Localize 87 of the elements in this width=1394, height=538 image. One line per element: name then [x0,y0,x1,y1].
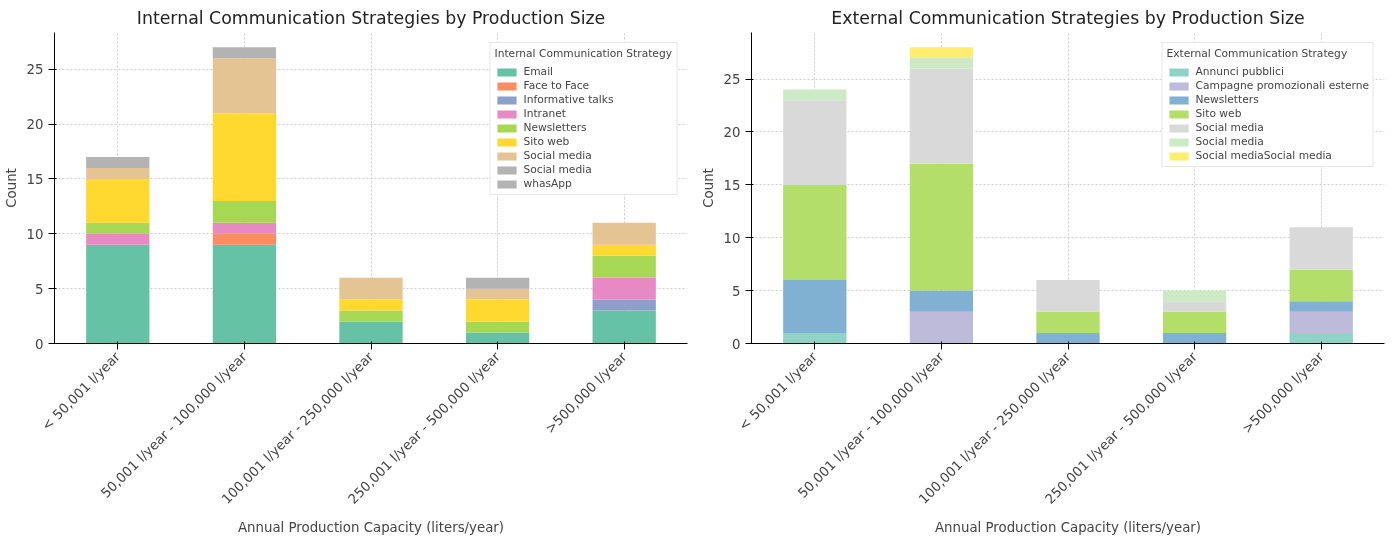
bar [86,178,150,223]
bar [783,184,847,281]
bar [465,332,530,344]
bar [1289,311,1353,333]
legend-label: Sito web [523,135,570,148]
legend-title: External Communication Strategy [1166,47,1349,60]
bar [86,222,150,234]
bar [592,255,656,278]
bar [339,299,403,311]
bar [86,233,150,245]
bar [465,321,530,333]
y-tick-label: 0 [732,336,741,352]
bar [212,200,277,223]
y-axis-title: Count [700,168,716,208]
y-tick-label: 5 [732,283,741,299]
bar [783,89,847,101]
bar [86,157,150,168]
bar [1162,301,1227,312]
legend-label: Newsletters [523,121,587,134]
y-tick-label: 25 [723,72,741,88]
legend-label: Sito web [1195,107,1242,120]
bar [909,311,974,344]
y-tick-label: 20 [723,124,741,140]
x-axis-title: Annual Production Capacity (liters/year) [934,520,1202,536]
y-tick-label: 15 [26,171,44,187]
legend-label: Campagne promozionali esterne [1195,79,1369,92]
legend-label: Social media [523,163,592,176]
bar [339,277,403,300]
y-tick-label: 20 [26,117,44,133]
bar [1036,280,1100,312]
bar [339,321,403,344]
bar [86,244,150,344]
chart-title: External Communication Strategies by Production Size [831,7,1305,28]
bar [909,47,974,58]
bar [212,244,277,344]
y-tick-label: 5 [35,281,44,297]
bar [1162,290,1227,302]
bar [1289,227,1353,270]
bar [1289,269,1353,302]
bar [592,277,656,300]
bar [909,57,974,69]
legend-label: Social media [523,149,592,162]
y-axis-title: Count [3,168,19,208]
bar [1162,311,1227,333]
bar [212,222,277,234]
y-tick-label: 15 [723,177,741,193]
legend-label: Social media [1195,135,1264,148]
bar [909,163,974,291]
bar [909,68,974,164]
y-tick-label: 10 [26,226,44,242]
bar [212,233,277,245]
bar [1036,332,1100,344]
legend-label: Newsletters [1195,93,1259,106]
bar [592,310,656,344]
legend-label: Social media [1195,121,1264,134]
y-tick-label: 10 [723,230,741,246]
bar [86,167,150,179]
legend-label: whasApp [523,177,572,190]
bar [212,58,277,114]
bar [592,244,656,256]
x-axis-title: Annual Production Capacity (liters/year) [237,520,505,536]
bar [465,288,530,300]
legend-label: Intranet [523,107,566,120]
bar [212,113,277,201]
legend-label: Informative talks [523,93,614,106]
y-tick-label: 0 [35,336,44,352]
bar [212,47,277,59]
bar [465,299,530,322]
bar [783,280,847,333]
legend-label: Social mediaSocial media [1195,149,1332,162]
bar [909,290,974,312]
y-tick-label: 25 [26,62,44,78]
bar [1289,332,1353,344]
legend-title: Internal Communication Strategy [494,47,672,60]
legend-label: Annunci pubblici [1195,65,1284,78]
bar [783,100,847,185]
bar [592,222,656,245]
bar [1036,311,1100,333]
legend-label: Face to Face [523,79,590,92]
legend-label: Email [523,65,554,78]
bar [1162,332,1227,344]
bar [339,310,403,322]
bar [465,277,530,289]
bar [592,299,656,311]
chart-title: Internal Communication Strategies by Production Size [136,7,606,28]
bar [783,332,847,344]
bar [1289,301,1353,312]
